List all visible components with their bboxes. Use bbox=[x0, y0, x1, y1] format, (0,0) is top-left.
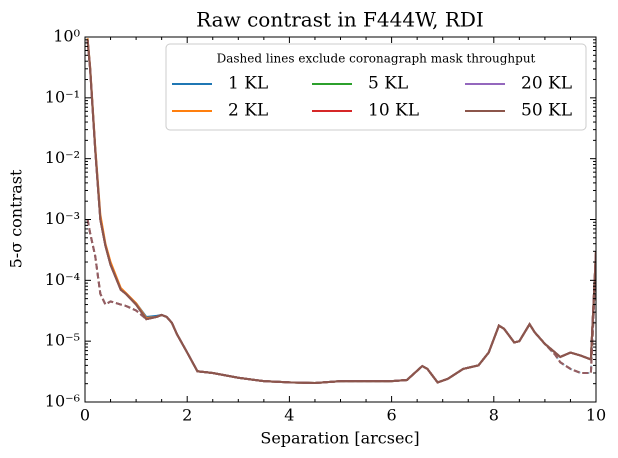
dashed-line bbox=[86, 219, 596, 385]
dashed-line bbox=[86, 219, 596, 385]
legend-title: Dashed lines exclude coronagraph mask th… bbox=[217, 52, 536, 66]
chart-title: Raw contrast in F444W, RDI bbox=[196, 8, 484, 32]
y-tick-label: 10⁰ bbox=[53, 27, 80, 46]
legend-box bbox=[165, 43, 587, 131]
dashed-line bbox=[86, 219, 596, 385]
legend-label: 1 KL bbox=[228, 74, 268, 94]
x-tick-label: 4 bbox=[284, 406, 294, 425]
x-axis-label: Separation [arcsec] bbox=[260, 429, 419, 448]
x-tick-label: 10 bbox=[586, 406, 606, 425]
legend-label: 5 KL bbox=[368, 74, 408, 94]
legend-label: 20 KL bbox=[521, 74, 572, 94]
y-tick-label: 10⁻⁵ bbox=[45, 331, 80, 350]
y-axis-label: 5-σ contrast bbox=[7, 169, 26, 268]
x-tick-label: 8 bbox=[489, 406, 499, 425]
dashed-line bbox=[86, 219, 596, 385]
y-tick-label: 10⁻³ bbox=[45, 209, 80, 228]
x-tick-label: 0 bbox=[80, 406, 90, 425]
legend-label: 50 KL bbox=[521, 101, 572, 121]
dashed-line bbox=[86, 219, 596, 385]
y-tick-label: 10⁻¹ bbox=[45, 87, 80, 106]
line bbox=[86, 39, 596, 385]
x-tick-label: 2 bbox=[182, 406, 192, 425]
x-tick-label: 6 bbox=[387, 406, 397, 425]
dashed-line bbox=[86, 219, 596, 385]
y-tick-label: 10⁻² bbox=[45, 148, 80, 167]
y-tick-label: 10⁻⁶ bbox=[45, 392, 80, 411]
legend-label: 2 KL bbox=[228, 101, 268, 121]
y-tick-label: 10⁻⁴ bbox=[45, 270, 80, 289]
legend-label: 10 KL bbox=[368, 101, 419, 121]
